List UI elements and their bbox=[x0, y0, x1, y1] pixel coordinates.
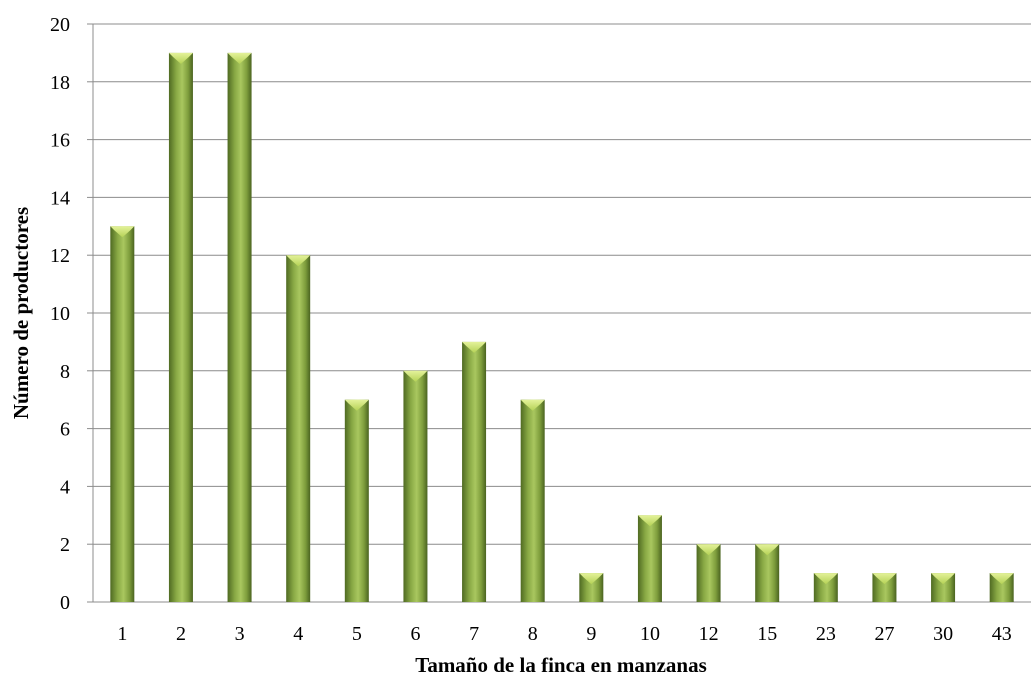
y-axis-title: Número de productores bbox=[9, 207, 33, 419]
y-tick-label: 4 bbox=[60, 476, 70, 498]
bar-cap bbox=[520, 399, 545, 411]
bar bbox=[110, 226, 135, 603]
x-tick-label: 43 bbox=[992, 623, 1012, 645]
x-tick-label: 1 bbox=[117, 623, 127, 645]
bar-cap bbox=[168, 52, 193, 64]
y-tick-label: 10 bbox=[50, 303, 70, 325]
bar-cap bbox=[286, 255, 311, 267]
x-tick-label: 3 bbox=[235, 623, 245, 645]
bar-cap bbox=[637, 515, 662, 527]
bar-body bbox=[227, 52, 252, 602]
bar-cap bbox=[344, 399, 369, 411]
x-tick-label: 8 bbox=[528, 623, 538, 645]
x-tick-label: 23 bbox=[816, 623, 836, 645]
bar bbox=[286, 255, 311, 602]
y-tick-label: 6 bbox=[60, 419, 70, 441]
bar-cap bbox=[989, 573, 1014, 585]
x-axis-title: Tamaño de la finca en manzanas bbox=[415, 653, 707, 677]
bar bbox=[637, 515, 662, 602]
x-tick-label: 12 bbox=[699, 623, 719, 645]
bar bbox=[755, 544, 780, 602]
bar bbox=[344, 399, 369, 602]
bar-body bbox=[462, 341, 487, 602]
bar-body bbox=[403, 370, 428, 602]
bar-body bbox=[637, 515, 662, 602]
bar bbox=[931, 573, 956, 602]
x-tick-label: 6 bbox=[410, 623, 420, 645]
bar bbox=[813, 573, 838, 602]
x-tick-label: 15 bbox=[757, 623, 777, 645]
bar-cap bbox=[579, 573, 604, 585]
bar-cap bbox=[462, 341, 487, 353]
bar bbox=[227, 52, 252, 602]
x-tick-label: 5 bbox=[352, 623, 362, 645]
bar bbox=[696, 544, 721, 602]
y-tick-label: 14 bbox=[50, 187, 70, 209]
bar-cap bbox=[403, 370, 428, 382]
bar-body bbox=[520, 399, 545, 602]
y-tick-label: 2 bbox=[60, 534, 70, 556]
bar bbox=[403, 370, 428, 602]
x-axis-tick-labels: 1 2 3 4 5 6 7 8 9 10 12 15 23 27 30 43 bbox=[117, 623, 1011, 645]
bar-cap bbox=[110, 226, 135, 238]
x-tick-label: 2 bbox=[176, 623, 186, 645]
y-tick-label: 0 bbox=[60, 592, 70, 614]
bar-body bbox=[110, 226, 135, 603]
bar-cap bbox=[813, 573, 838, 585]
bar-cap bbox=[755, 544, 780, 556]
y-tick-label: 20 bbox=[50, 14, 70, 36]
bar bbox=[168, 52, 193, 602]
bar-body bbox=[286, 255, 311, 602]
bar-cap bbox=[227, 52, 252, 64]
bar bbox=[989, 573, 1014, 602]
bar-body bbox=[168, 52, 193, 602]
bar-cap bbox=[872, 573, 897, 585]
bar bbox=[462, 341, 487, 602]
x-tick-label: 30 bbox=[933, 623, 953, 645]
bar bbox=[520, 399, 545, 602]
x-tick-label: 10 bbox=[640, 623, 660, 645]
bar-body bbox=[344, 399, 369, 602]
x-tick-label: 9 bbox=[586, 623, 596, 645]
y-tick-label: 16 bbox=[50, 130, 70, 152]
x-tick-label: 4 bbox=[293, 623, 303, 645]
bar-cap bbox=[696, 544, 721, 556]
y-axis-tick-labels: 0 2 4 6 8 10 12 14 16 18 20 bbox=[50, 14, 70, 614]
y-tick-label: 12 bbox=[50, 245, 70, 267]
bar bbox=[579, 573, 604, 602]
y-tick-label: 18 bbox=[50, 72, 70, 94]
bars bbox=[110, 52, 1014, 603]
bar bbox=[872, 573, 897, 602]
y-tick-label: 8 bbox=[60, 361, 70, 383]
bar-cap bbox=[931, 573, 956, 585]
x-tick-label: 7 bbox=[469, 623, 479, 645]
x-tick-label: 27 bbox=[874, 623, 894, 645]
